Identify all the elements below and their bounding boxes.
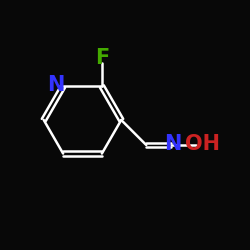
Text: N: N [48, 75, 65, 95]
Text: F: F [95, 48, 109, 68]
Text: OH: OH [185, 134, 220, 154]
Text: N: N [164, 134, 181, 154]
